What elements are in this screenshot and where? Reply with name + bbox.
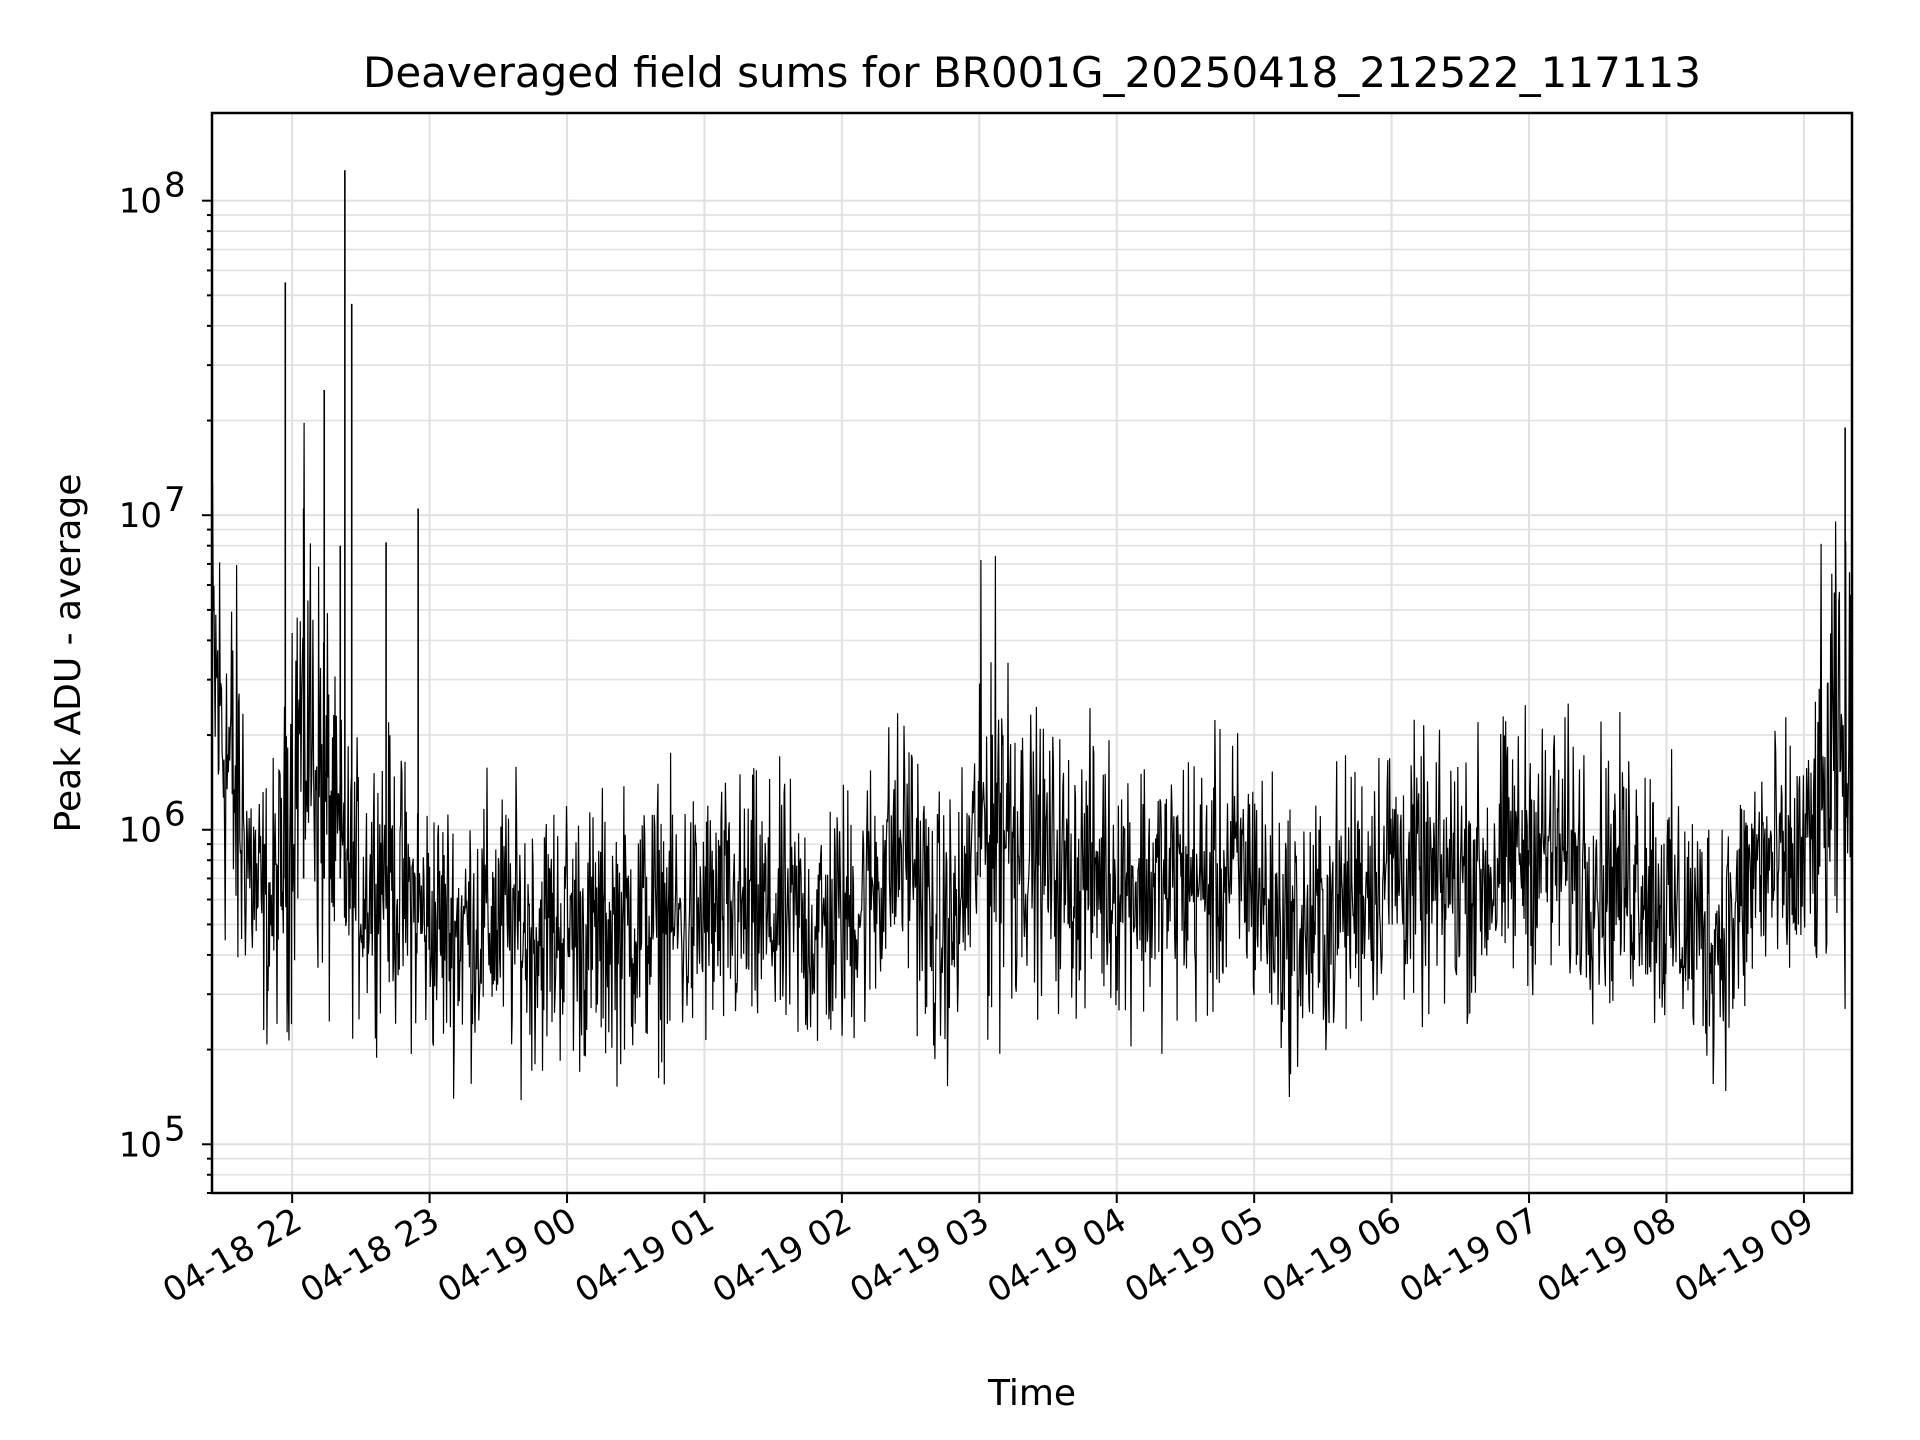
series-line — [212, 422, 1852, 1101]
y-tick-label: 10 — [119, 1125, 162, 1165]
y-tick-exponent: 6 — [164, 795, 186, 835]
y-tick-label: 10 — [119, 182, 162, 222]
y-tick-label: 10 — [119, 811, 162, 851]
y-tick-label: 10 — [119, 496, 162, 536]
y-tick-exponent: 8 — [164, 166, 186, 206]
y-tick-exponent: 7 — [164, 480, 186, 520]
plot-area — [212, 170, 1852, 1101]
plot-frame — [210, 111, 1854, 1195]
chart-title: Deaveraged field sums for BR001G_2025041… — [363, 48, 1701, 97]
y-tick-exponent: 5 — [164, 1109, 186, 1149]
y-axis-label: Peak ADU - average — [48, 474, 89, 833]
x-axis-label: Time — [987, 1373, 1076, 1414]
